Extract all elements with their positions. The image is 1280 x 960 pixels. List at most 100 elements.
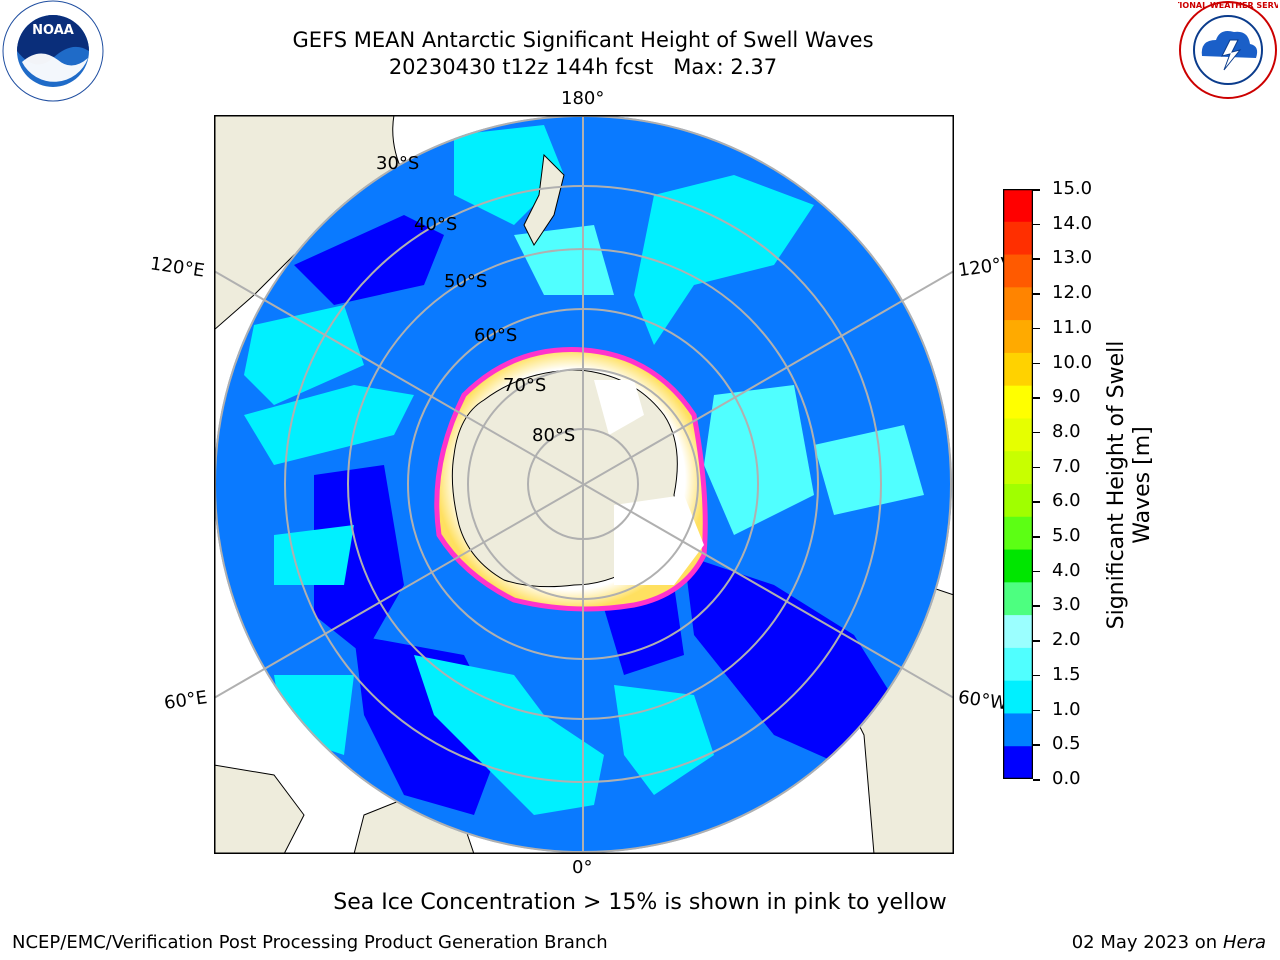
colorbar-tick-mark <box>1033 536 1040 538</box>
colorbar-tick-label: 1.5 <box>1052 663 1081 685</box>
colorbar-swatch <box>1003 582 1033 616</box>
colorbar-tick-mark <box>1033 258 1040 260</box>
swell-moderate-region <box>814 425 924 515</box>
colorbar-tick-label: 13.0 <box>1052 247 1093 269</box>
noaa-wordmark: NOAA <box>32 23 74 38</box>
swell-moderate-region <box>634 175 814 345</box>
colorbar-tick-mark <box>1033 362 1040 365</box>
colorbar-tick-mark <box>1033 744 1040 746</box>
colorbar-tick-label: 0.0 <box>1052 768 1081 789</box>
chart-subtitle: 20230430 t12z 144h fcst Max: 2.37 <box>388 55 778 79</box>
colorbar-tick-mark <box>1033 189 1040 191</box>
lon-label-upper-left: 120°E <box>148 253 206 282</box>
colorbar-tick-mark <box>1033 501 1040 503</box>
lat-label: 60°S <box>474 325 517 346</box>
colorbar-tick-mark <box>1033 605 1040 607</box>
colorbar-tick-label: 10.0 <box>1052 351 1093 373</box>
lon-label-upper-right: 120°W <box>956 253 1008 282</box>
colorbar-tick-label: 15.0 <box>1052 178 1093 199</box>
graticule <box>214 115 954 854</box>
land-australia <box>214 115 405 331</box>
colorbar-tick-label: 0.5 <box>1052 733 1081 755</box>
colorbar-swatch <box>1003 189 1033 223</box>
colorbar-swatch <box>1003 713 1033 747</box>
chart-title: GEFS MEAN Antarctic Significant Height o… <box>292 28 874 52</box>
colorbar-tick-mark <box>1033 779 1040 781</box>
colorbar-tick-mark <box>1033 327 1040 330</box>
swell-moderate-region <box>274 525 354 585</box>
colorbar-tick-label: 7.0 <box>1052 455 1081 477</box>
ice-shelf <box>614 495 704 585</box>
nws-logo: NATIONAL WEATHER SERVICE <box>1178 1 1278 99</box>
map-border <box>214 115 954 854</box>
footnote-text: Sea Ice Concentration > 15% is shown in … <box>333 890 947 915</box>
lon-label-lower-right: 60°W <box>956 686 1008 715</box>
lat-label: 70°S <box>503 375 546 396</box>
swell-moderate-region <box>244 385 414 465</box>
lat-label: 50°S <box>444 271 487 292</box>
colorbar-tick-mark <box>1033 570 1040 573</box>
swell-low-region <box>684 555 904 775</box>
lon-label-top: 180° <box>561 88 605 109</box>
credit-date: 02 May 2023 on Hera <box>1072 932 1266 953</box>
colorbar-swatch <box>1003 221 1033 256</box>
colorbar-tick-mark <box>1033 640 1040 642</box>
colorbar-tick-mark <box>1033 709 1040 712</box>
colorbar-label-line2: Waves [m] <box>1130 426 1155 544</box>
colorbar-tick-mark <box>1033 397 1040 399</box>
swell-moderate-region <box>514 225 614 295</box>
colorbar <box>1003 189 1033 779</box>
swell-low-region <box>294 215 444 305</box>
colorbar-tick-label: 12.0 <box>1052 282 1093 304</box>
noaa-logo: NOAA <box>2 0 104 102</box>
lat-label: 40°S <box>414 214 457 235</box>
colorbar-tick-label: 4.0 <box>1052 559 1081 581</box>
credit-branch: NCEP/EMC/Verification Post Processing Pr… <box>12 932 608 953</box>
credit-date-text: 02 May 2023 on <box>1071 932 1218 953</box>
colorbar-tick-label: 1.0 <box>1052 698 1081 720</box>
colorbar-tick-label: 3.0 <box>1052 594 1081 616</box>
lon-label-lower-left: 60°E <box>162 687 209 714</box>
lon-label-bottom: 0° <box>572 857 593 878</box>
colorbar-tick-label: 6.0 <box>1052 490 1081 512</box>
polar-map: 30°S 40°S 50°S 60°S 70°S 80°S <box>214 115 954 854</box>
colorbar-tick-label: 11.0 <box>1052 316 1093 338</box>
colorbar-tick-label: 9.0 <box>1052 386 1081 408</box>
ice-shelf <box>594 380 644 435</box>
lat-label: 80°S <box>532 425 575 446</box>
lat-label: 30°S <box>376 153 419 174</box>
colorbar-swatch <box>1003 352 1033 387</box>
colorbar-tick-mark <box>1033 431 1040 434</box>
colorbar-swatch <box>1003 516 1033 551</box>
colorbar-label-line1: Significant Height of Swell <box>1104 340 1129 630</box>
nws-ring-text: NATIONAL WEATHER SERVICE <box>1178 1 1278 10</box>
colorbar-tick-label: 14.0 <box>1052 212 1093 234</box>
colorbar-tick-mark <box>1033 466 1040 469</box>
colorbar-swatch <box>1003 484 1033 518</box>
sea-ice-footnote: Sea Ice Concentration > 15% is shown in … <box>0 890 1280 915</box>
colorbar-swatch <box>1003 746 1033 779</box>
colorbar-swatch <box>1003 287 1033 321</box>
colorbar-swatch <box>1003 320 1033 354</box>
colorbar-swatch <box>1003 418 1033 452</box>
colorbar-swatch <box>1003 254 1033 288</box>
colorbar-swatch <box>1003 680 1033 714</box>
meridian-60e-120w <box>214 270 954 699</box>
colorbar-label: Significant Height of Swell Waves [m] <box>1104 341 1156 630</box>
colorbar-swatch <box>1003 615 1033 649</box>
colorbar-swatch <box>1003 385 1033 419</box>
swell-moderate-region <box>244 305 364 405</box>
colorbar-swatch <box>1003 647 1033 682</box>
swell-moderate-region <box>414 655 604 815</box>
land-madagascar <box>214 764 305 854</box>
colorbar-swatch <box>1003 549 1033 583</box>
colorbar-tick-mark <box>1033 674 1040 677</box>
colorbar-tick-label: 5.0 <box>1052 525 1081 547</box>
land-new-zealand <box>523 153 565 246</box>
colorbar-swatch <box>1003 451 1033 485</box>
colorbar-tick-label: 2.0 <box>1052 629 1081 651</box>
swell-low-region <box>314 465 404 655</box>
credit-host: Hera <box>1222 932 1266 953</box>
swell-moderate-region <box>704 385 814 535</box>
colorbar-tick-mark <box>1033 223 1040 226</box>
